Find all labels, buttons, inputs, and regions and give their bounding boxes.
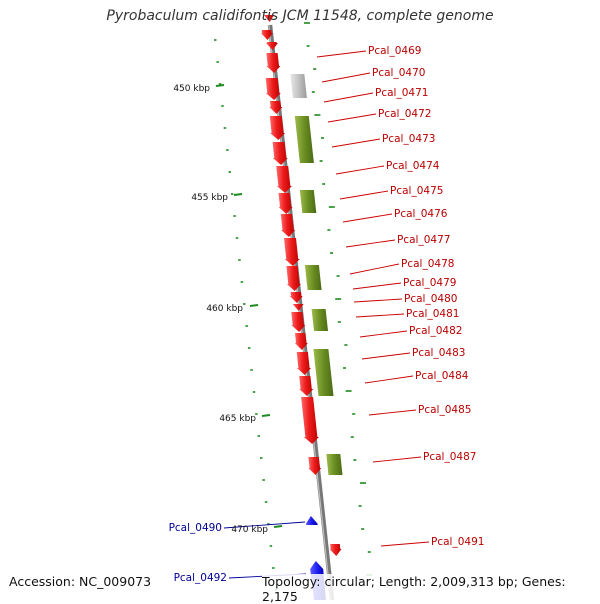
gene-glyph[interactable] (286, 266, 301, 291)
gene-glyph[interactable] (289, 292, 303, 303)
scale-label-465: 465 kbp (219, 414, 256, 424)
leader-line (380, 541, 430, 547)
leader-line (335, 165, 385, 175)
gene-glyph[interactable] (313, 349, 334, 396)
gene-glyph[interactable] (326, 454, 343, 475)
gene-glyph[interactable] (329, 544, 342, 556)
scale-ticks (215, 84, 283, 528)
label-leader-lines (223, 50, 430, 579)
gene-glyph[interactable] (280, 214, 296, 237)
leader-line (316, 50, 367, 58)
gene-label-pcal-0487[interactable]: Pcal_0487 (423, 451, 476, 463)
leader-line (349, 263, 400, 275)
gene-glyph[interactable] (265, 78, 281, 100)
leader-line (345, 239, 396, 248)
gene-glyph[interactable] (299, 376, 314, 396)
leader-line (223, 521, 306, 529)
gene-label-pcal-0476[interactable]: Pcal_0476 (394, 208, 448, 220)
gene-glyph[interactable] (266, 53, 281, 73)
leader-line (339, 190, 389, 200)
gene-glyph[interactable] (299, 190, 317, 213)
gene-label-pcal-0470[interactable]: Pcal_0470 (372, 67, 425, 79)
scale-label-460: 460 kbp (206, 304, 243, 314)
gene-label-pcal-0479[interactable]: Pcal_0479 (403, 277, 456, 289)
gene-label-pcal-0484[interactable]: Pcal_0484 (415, 370, 469, 382)
gene-glyph[interactable] (272, 142, 288, 165)
leader-line (372, 456, 422, 463)
leader-line (327, 113, 377, 123)
leader-line (359, 330, 408, 338)
gene-glyph[interactable] (308, 457, 322, 475)
leader-line (323, 92, 374, 103)
gene-label-pcal-0475[interactable]: Pcal_0475 (390, 185, 443, 197)
gene-label-pcal-0483[interactable]: Pcal_0483 (412, 347, 465, 359)
gene-glyph[interactable] (291, 312, 306, 332)
gene-label-pcal-0491[interactable]: Pcal_0491 (431, 536, 484, 548)
gene-label-pcal-0485[interactable]: Pcal_0485 (418, 404, 471, 416)
gene-label-pcal-0481[interactable]: Pcal_0481 (406, 308, 459, 320)
gene-glyph[interactable] (265, 42, 278, 50)
leader-line (364, 375, 414, 384)
gene-glyph[interactable] (278, 193, 293, 214)
gene-label-pcal-0478[interactable]: Pcal_0478 (401, 258, 454, 270)
gene-label-pcal-0490[interactable]: Pcal_0490 (169, 522, 222, 534)
gene-label-pcal-0474[interactable]: Pcal_0474 (386, 160, 440, 172)
gene-glyph[interactable] (290, 74, 307, 98)
leader-line (368, 409, 417, 416)
gene-glyph[interactable] (292, 304, 304, 311)
gene-label-pcal-0492[interactable]: Pcal_0492 (174, 572, 227, 584)
gene-label-pcal-0480[interactable]: Pcal_0480 (404, 293, 457, 305)
gene-label-pcal-0477[interactable]: Pcal_0477 (397, 234, 450, 246)
gene-glyph[interactable] (305, 516, 318, 525)
gene-glyph[interactable] (311, 309, 328, 331)
gene-glyph[interactable] (284, 238, 300, 266)
accession-text: Accession: NC_009073 (9, 574, 152, 589)
scale-label-450: 450 kbp (173, 84, 210, 94)
topology-text: Topology: circular; Length: 2,009,313 bp… (262, 574, 600, 604)
leader-line (321, 72, 371, 83)
leader-line (342, 213, 393, 223)
gene-track (260, 15, 343, 600)
gene-labels: Pcal_0469 Pcal_0470 Pcal_0471 Pcal_0472 … (169, 45, 485, 584)
gene-glyph[interactable] (269, 116, 286, 140)
gene-glyph[interactable] (294, 116, 314, 163)
leader-line (331, 138, 381, 148)
leader-line (355, 313, 405, 318)
scale-labels: 450 kbp 455 kbp 460 kbp 465 kbp 470 kbp (173, 84, 268, 535)
gene-glyph[interactable] (301, 397, 319, 444)
leader-line (353, 298, 403, 303)
leader-line (361, 352, 411, 360)
gene-label-pcal-0469[interactable]: Pcal_0469 (368, 45, 421, 57)
scale-label-455: 455 kbp (191, 193, 228, 203)
gene-glyph[interactable] (294, 333, 308, 350)
gene-label-pcal-0471[interactable]: Pcal_0471 (375, 87, 428, 99)
gene-glyph[interactable] (304, 265, 322, 290)
gene-label-pcal-0472[interactable]: Pcal_0472 (378, 108, 431, 120)
leader-line (352, 282, 402, 290)
gene-glyph[interactable] (263, 15, 274, 22)
map-title: Pyrobaculum calidifontis JCM 11548, comp… (106, 8, 494, 24)
scale-label-470: 470 kbp (231, 525, 268, 535)
gene-glyph[interactable] (276, 166, 292, 193)
gene-glyph[interactable] (269, 101, 283, 114)
gene-glyph[interactable] (296, 352, 311, 375)
gene-glyph[interactable] (260, 30, 273, 40)
gene-label-pcal-0482[interactable]: Pcal_0482 (409, 325, 462, 337)
gc-content-ticks (214, 22, 373, 591)
gene-label-pcal-0473[interactable]: Pcal_0473 (382, 133, 435, 145)
